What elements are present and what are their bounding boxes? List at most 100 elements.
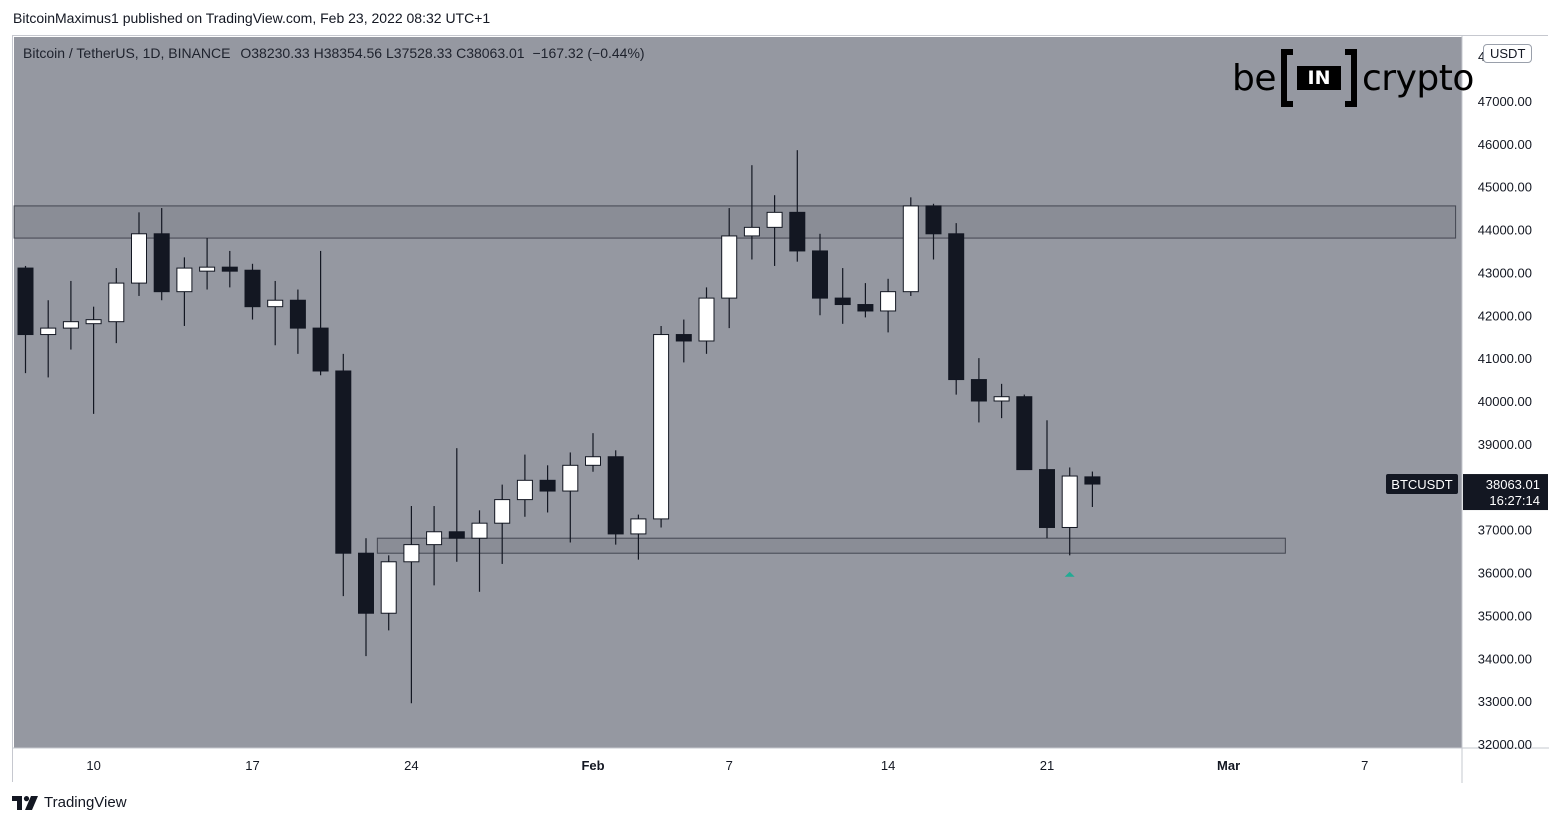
candle[interactable] [199,238,216,290]
candle[interactable] [1016,394,1033,471]
support-zone[interactable] [376,537,1286,554]
y-tick-label: 47000.00 [1478,94,1532,109]
candle[interactable] [267,280,284,346]
candle[interactable] [585,433,601,472]
candle-body-down [1016,396,1033,471]
candle[interactable] [970,358,987,423]
candle[interactable] [993,383,1010,419]
chart-svg[interactable]: 32000.00 33000.00 34000.00 35000.00 36000.00… [13,36,1549,783]
candle[interactable] [221,250,238,288]
candle-body-down [335,370,352,554]
candle[interactable] [539,465,556,513]
candle-body-up [85,319,102,325]
candle[interactable] [244,263,261,320]
change-value: −167.32 (−0.44%) [532,45,645,61]
candle-body-up [426,531,443,546]
candle[interactable] [562,452,579,543]
chart-frame[interactable]: 32000.00 33000.00 34000.00 35000.00 36000.00… [12,35,1549,783]
candle[interactable] [948,223,965,395]
resistance-zone[interactable] [13,205,1457,239]
plot-area[interactable] [14,37,1462,748]
currency-badge[interactable]: USDT [1483,44,1533,63]
candle[interactable] [1084,471,1101,507]
candle[interactable] [312,250,329,376]
candle[interactable] [743,165,760,260]
candle[interactable] [857,283,874,318]
candle[interactable] [630,514,647,560]
x-tick-label: 7 [726,758,733,773]
candle-body-up [721,235,738,299]
candle[interactable] [1039,420,1055,539]
high-key: H [313,45,324,61]
candle[interactable] [516,454,533,517]
candle[interactable] [108,268,125,344]
candle[interactable] [698,287,715,354]
candle-body-up [199,266,216,272]
candle[interactable] [766,195,783,266]
candle[interactable] [812,233,828,316]
high-value: 38354.56 [323,45,383,61]
candle[interactable] [448,448,465,562]
candle-body-down [812,250,828,299]
logo-in-text: IN [1297,66,1341,90]
candle[interactable] [902,197,919,296]
y-tick-label-partial: 4 [1478,49,1485,64]
candle-body-down [153,233,170,293]
candle-body-up [516,479,533,501]
candle[interactable] [721,208,738,329]
candle[interactable] [834,268,851,324]
candle[interactable] [176,257,193,326]
candle[interactable] [335,353,352,597]
price-axis-panel[interactable] [1462,36,1549,783]
candle-body-down [358,552,374,614]
candle-body-down [948,233,965,381]
x-tick-label: 14 [881,758,895,773]
candle-body-up [380,561,397,614]
y-tick-label: 41000.00 [1478,351,1532,366]
symbol-label[interactable]: Bitcoin / TetherUS, 1D, BINANCE [23,45,231,61]
candle[interactable] [153,208,170,301]
candle[interactable] [925,203,942,260]
up-arrow-icon [1064,571,1075,577]
last-price-text: 38063.01 [1486,477,1540,492]
y-tick-label: 34000.00 [1478,651,1532,666]
low-key: L [385,45,394,61]
candle[interactable] [426,506,443,586]
candle[interactable] [789,150,806,262]
candle-body-up [902,205,919,293]
x-tick-label: Feb [581,758,604,773]
candle[interactable] [85,306,102,414]
y-tick-label: 44000.00 [1478,223,1532,238]
candle[interactable] [880,278,897,333]
low-value: 37528.33 [393,45,453,61]
time-axis-panel[interactable] [13,748,1462,783]
candle-body-down [607,456,624,535]
x-tick-label: Mar [1217,758,1240,773]
y-tick-label: 37000.00 [1478,523,1532,538]
candle[interactable] [289,289,306,354]
candle-body-up [108,282,125,323]
candle[interactable] [653,325,670,528]
tradingview-footer: TradingView [12,794,127,811]
candle-body-down [857,304,874,312]
candle[interactable] [380,555,397,631]
candle[interactable] [675,319,692,363]
logo-left-bracket [1281,49,1293,107]
candle-body-up [766,211,783,228]
last-price-tag[interactable] [1463,474,1548,511]
candle-body-up [40,327,57,336]
logo-crypto-text: crypto [1362,57,1474,99]
candle[interactable] [1061,467,1078,556]
symbol-tag[interactable] [1386,474,1458,495]
candle[interactable] [494,484,511,564]
open-value: 38230.33 [251,45,310,61]
candle[interactable] [40,300,57,378]
candle[interactable] [131,212,147,296]
candle[interactable] [471,510,488,592]
candle[interactable] [607,450,624,545]
candle[interactable] [17,265,34,374]
candle[interactable] [62,280,79,350]
logo-be-text: be [1232,57,1277,99]
candle[interactable] [358,538,374,657]
candle[interactable] [403,506,420,704]
